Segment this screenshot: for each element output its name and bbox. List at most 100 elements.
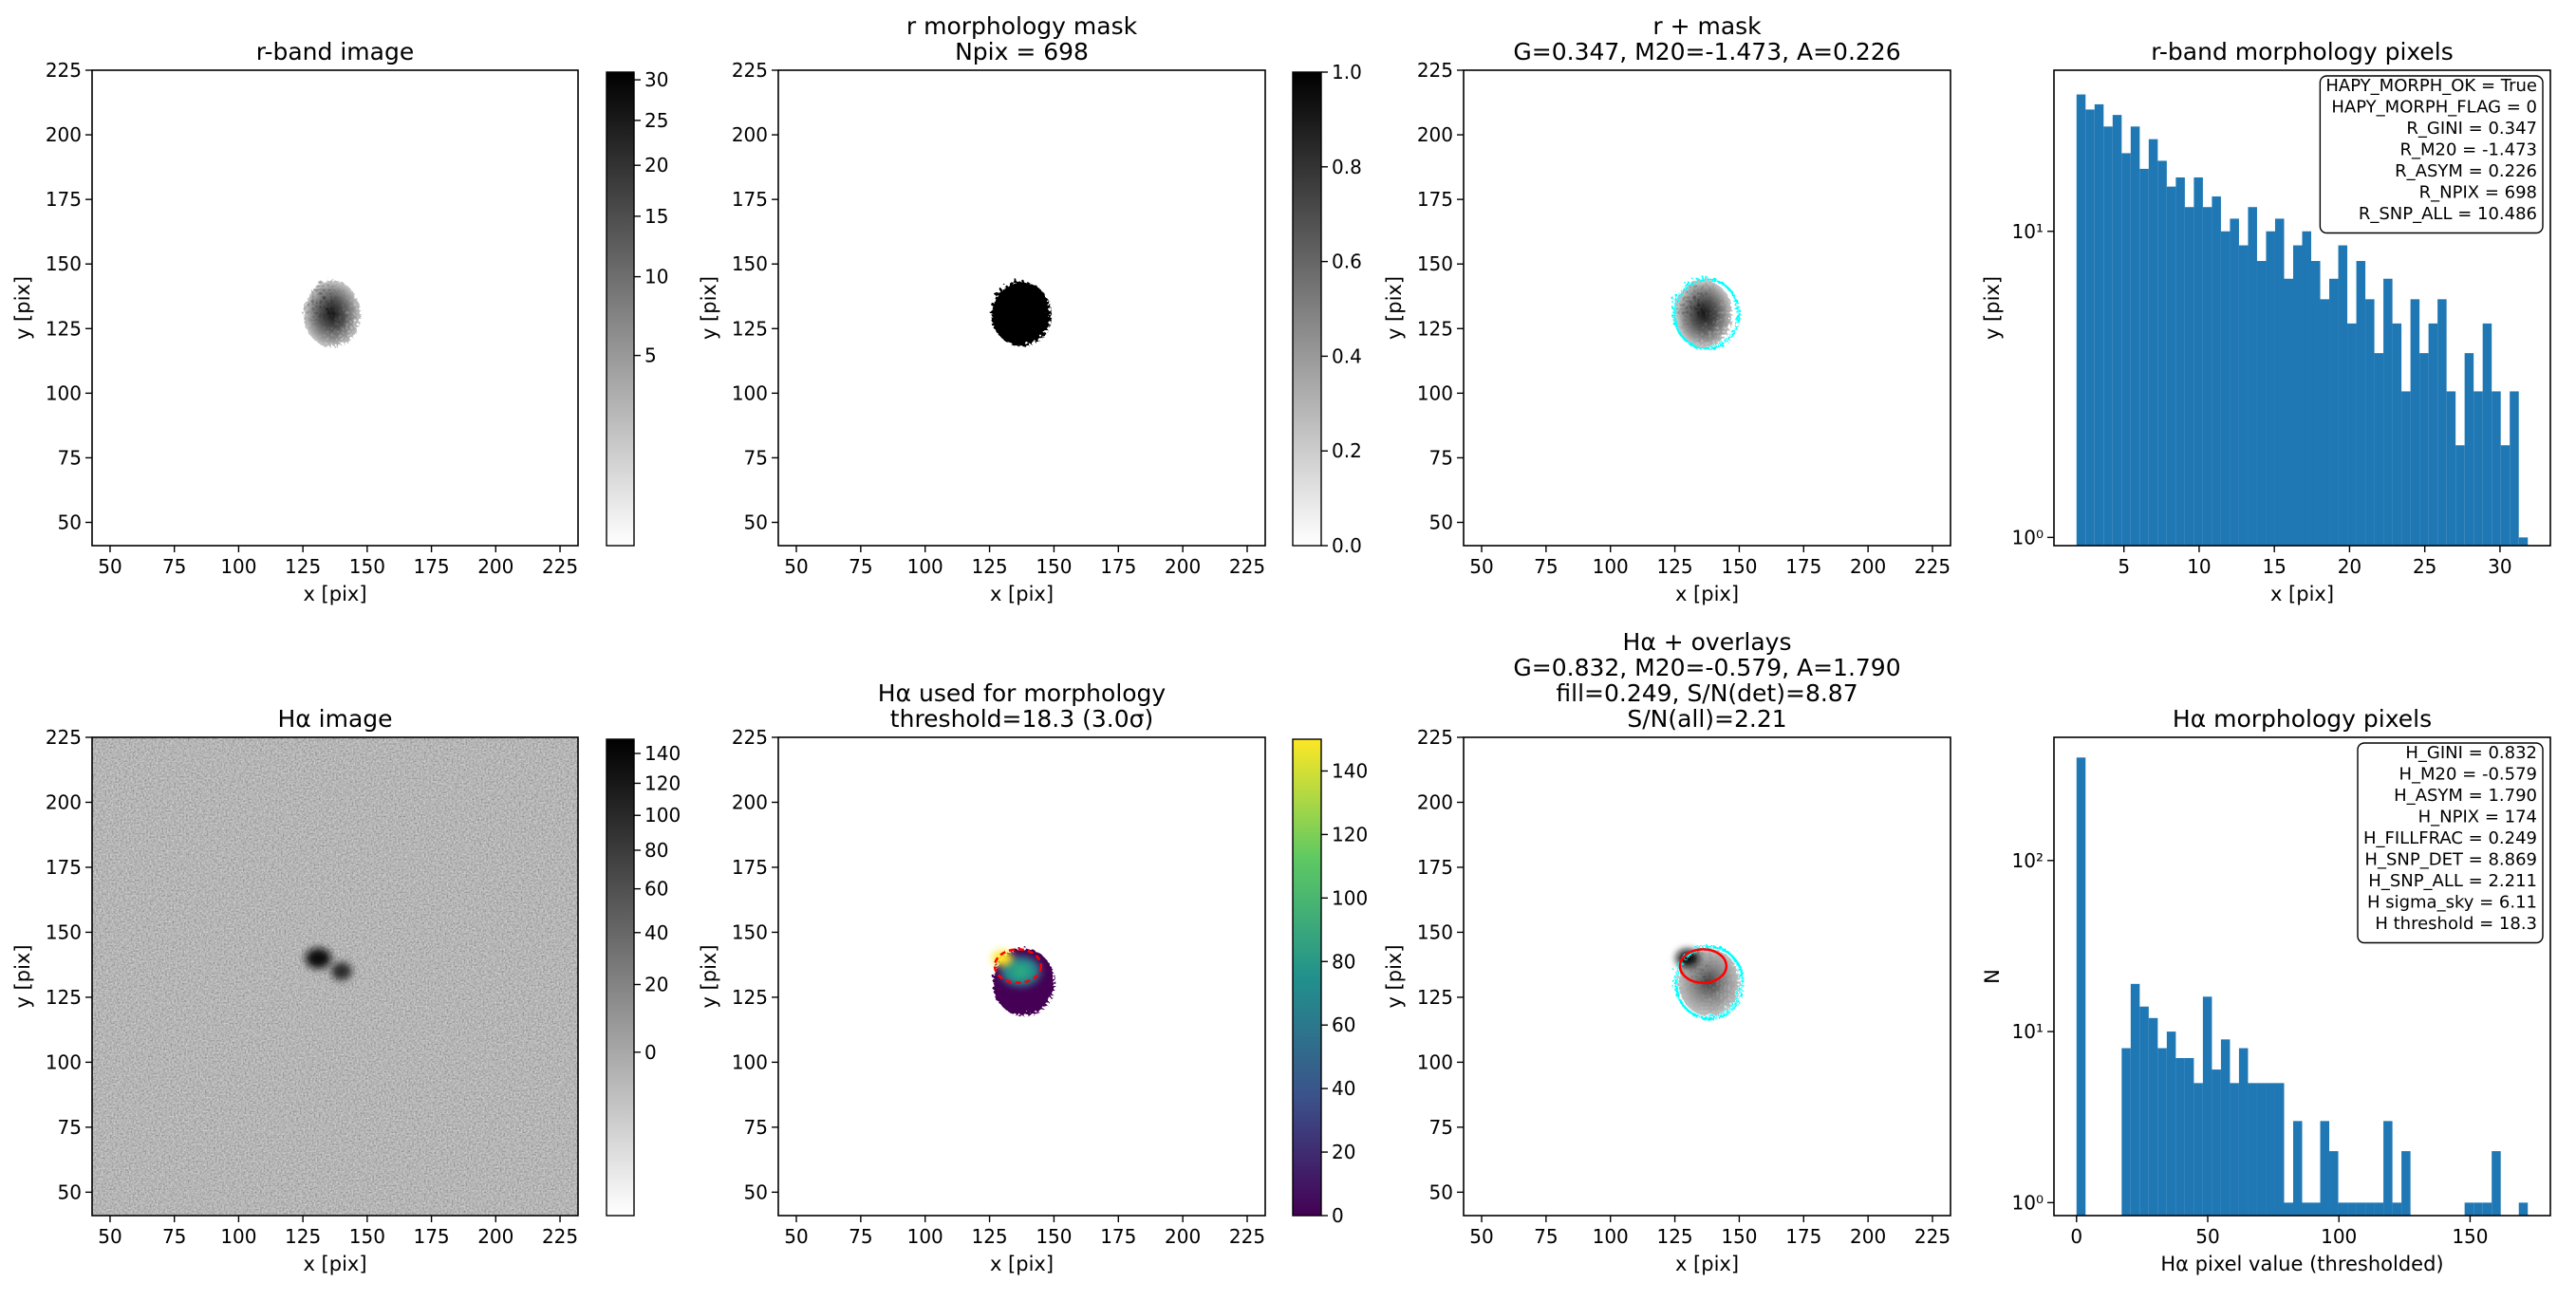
histogram-bar	[2482, 323, 2492, 546]
y-tick-label: 75	[58, 446, 82, 469]
mask-contour	[1671, 941, 1741, 1016]
x-tick-label: 125	[285, 1225, 321, 1248]
histogram-bar	[2157, 160, 2167, 546]
y-axis-label: y [pix]	[1383, 276, 1406, 340]
histogram-bar	[2148, 139, 2158, 546]
annotation-line: H_GINI = 0.832	[2405, 743, 2537, 763]
image-blob	[330, 962, 352, 981]
histogram-bar	[2085, 109, 2095, 546]
colorbar-tick-label: 60	[1332, 1013, 1355, 1036]
y-tick-label: 225	[1417, 726, 1453, 749]
histogram-bar	[2302, 1202, 2312, 1216]
chart-title: Hα morphology pixels	[2173, 705, 2432, 733]
y-axis-label: y [pix]	[11, 944, 34, 1008]
histogram-bar	[2266, 1083, 2275, 1216]
x-tick-label: 50	[98, 1225, 121, 1248]
histogram-bar	[2266, 231, 2275, 546]
plot-area	[988, 278, 1048, 344]
x-tick-label: 50	[1469, 1225, 1493, 1248]
x-tick-label: 125	[1656, 1225, 1692, 1248]
histogram-bar	[2248, 1083, 2257, 1216]
x-axis-label: x [pix]	[303, 1253, 366, 1275]
colorbar-tick-label: 100	[644, 804, 681, 827]
y-tick-label: 175	[46, 188, 82, 211]
histogram-bar	[2139, 1006, 2149, 1216]
y-tick-label: 125	[1417, 317, 1453, 340]
y-tick-label: 75	[58, 1116, 82, 1139]
colorbar-tick-label: 140	[644, 742, 681, 765]
y-tick-label: 175	[46, 856, 82, 879]
annotation-line: R_SNP_ALL = 10.486	[2359, 204, 2537, 224]
histogram-bar	[2374, 353, 2384, 546]
histogram-bar	[2175, 177, 2185, 546]
y-tick-label: 100	[732, 381, 768, 404]
histogram-bar	[2518, 1202, 2529, 1216]
histogram-bar	[2284, 1202, 2293, 1216]
histogram-bar	[2202, 996, 2212, 1216]
histogram-bar	[2428, 323, 2438, 546]
histogram-bar	[2320, 1121, 2330, 1216]
mask-contour	[1670, 274, 1737, 347]
x-tick-label: 50	[1469, 555, 1493, 578]
x-tick-label: 125	[285, 555, 321, 578]
axes-frame	[1463, 736, 1951, 1217]
histogram-bar	[2121, 153, 2131, 546]
y-tick-label: 225	[46, 59, 82, 82]
histogram-bar	[2500, 445, 2511, 546]
x-tick-label: 75	[1534, 555, 1558, 578]
histogram-bar	[2473, 1202, 2483, 1216]
colorbar-tick-label: 0.8	[1332, 156, 1362, 178]
histogram-bar	[2230, 1083, 2239, 1216]
colorbar	[1292, 71, 1322, 547]
x-axis-label: x [pix]	[990, 1253, 1054, 1275]
x-tick-label: 75	[849, 555, 872, 578]
y-tick-label: 175	[1417, 856, 1453, 879]
annotation-line: H threshold = 18.3	[2375, 914, 2537, 934]
colorbar-tick-label: 20	[1332, 1141, 1355, 1163]
colorbar-tick-label: 0	[1332, 1204, 1344, 1227]
colorbar-tick-label: 40	[644, 921, 668, 944]
y-tick-label: 200	[46, 123, 82, 146]
histogram-bar	[2094, 103, 2104, 546]
histogram-bar	[2464, 353, 2474, 546]
histogram-bar	[2518, 537, 2529, 546]
y-tick-label: 100	[46, 1050, 82, 1073]
x-tick-label: 100	[220, 1225, 256, 1248]
y-tick-label: 125	[732, 317, 768, 340]
histogram-bar	[2492, 1151, 2501, 1216]
x-tick-label: 175	[413, 555, 449, 578]
x-tick-label: 30	[2488, 555, 2511, 578]
histogram-bar	[2284, 278, 2293, 546]
histogram-bar	[2130, 983, 2140, 1216]
histogram-bar	[2383, 1121, 2393, 1216]
histogram-bar	[2455, 445, 2465, 546]
histogram-bar	[2103, 126, 2113, 546]
image-blob	[999, 956, 1041, 987]
annotation-line: H_SNP_DET = 8.869	[2364, 850, 2537, 870]
x-tick-label: 0	[2070, 1225, 2082, 1248]
annotation-line: H_FILLFRAC = 0.249	[2363, 828, 2537, 848]
y-tick-label: 150	[46, 920, 82, 943]
colorbar-tick-label: 30	[644, 68, 668, 91]
colorbar-tick-label: 40	[1332, 1077, 1355, 1100]
x-tick-label: 100	[2321, 1225, 2357, 1248]
histogram-bar	[2256, 1083, 2267, 1216]
x-tick-label: 150	[1721, 555, 1757, 578]
axes-frame	[1463, 69, 1951, 547]
x-tick-label: 100	[1593, 1225, 1629, 1248]
x-tick-label: 75	[1534, 1225, 1558, 1248]
histogram-bar	[2347, 323, 2357, 546]
histogram-bar	[2510, 391, 2519, 546]
histogram-bar	[2329, 278, 2339, 546]
x-tick-label: 200	[477, 1225, 513, 1248]
x-tick-label: 175	[413, 1225, 449, 1248]
histogram-bar	[2166, 1032, 2176, 1216]
colorbar-tick-label: 100	[1332, 886, 1368, 909]
chart-title: r + mask	[1652, 12, 1762, 40]
threshold-contour	[993, 948, 1043, 984]
x-tick-label: 225	[1914, 1225, 1951, 1248]
histogram-bar	[2338, 245, 2348, 546]
y-tick-label: 50	[58, 1180, 82, 1203]
colorbar-tick-label: 10	[644, 266, 668, 288]
